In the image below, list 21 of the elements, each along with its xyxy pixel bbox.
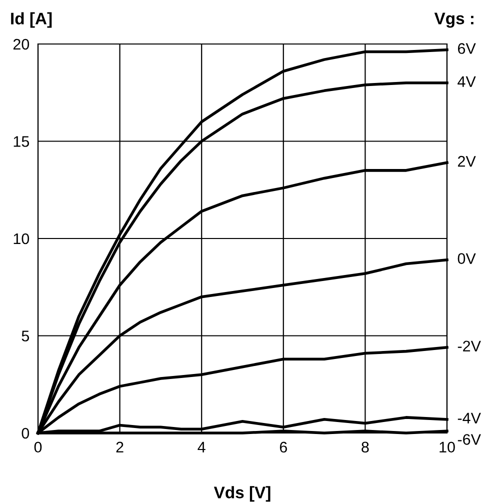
y-tick-label: 20 xyxy=(13,38,30,50)
series-label: 6V xyxy=(458,43,476,54)
x-tick-label: 8 xyxy=(362,442,369,453)
y-tick-label: 0 xyxy=(22,428,30,439)
series-label: 0V xyxy=(458,253,476,264)
x-tick-label: 6 xyxy=(280,442,287,453)
x-tick-label: 2 xyxy=(116,442,124,452)
y-tick-label: 15 xyxy=(14,136,30,147)
series-label: 4V xyxy=(458,76,476,87)
x-tick-label: 10 xyxy=(440,442,455,453)
series-label: -6V xyxy=(458,434,481,445)
y-axis-title: Id [A] xyxy=(11,12,52,28)
x-axis-title: Vds [V] xyxy=(214,486,270,502)
series-label: 2V xyxy=(458,156,476,167)
y-tick-label: 10 xyxy=(14,233,30,244)
legend-title: Vgs : xyxy=(434,12,474,28)
x-tick-label: 0 xyxy=(34,442,42,453)
y-tick-label: 5 xyxy=(22,330,30,342)
x-tick-label: 4 xyxy=(198,442,206,452)
series-label: -2V xyxy=(458,340,481,352)
series-label: -4V xyxy=(458,412,481,424)
